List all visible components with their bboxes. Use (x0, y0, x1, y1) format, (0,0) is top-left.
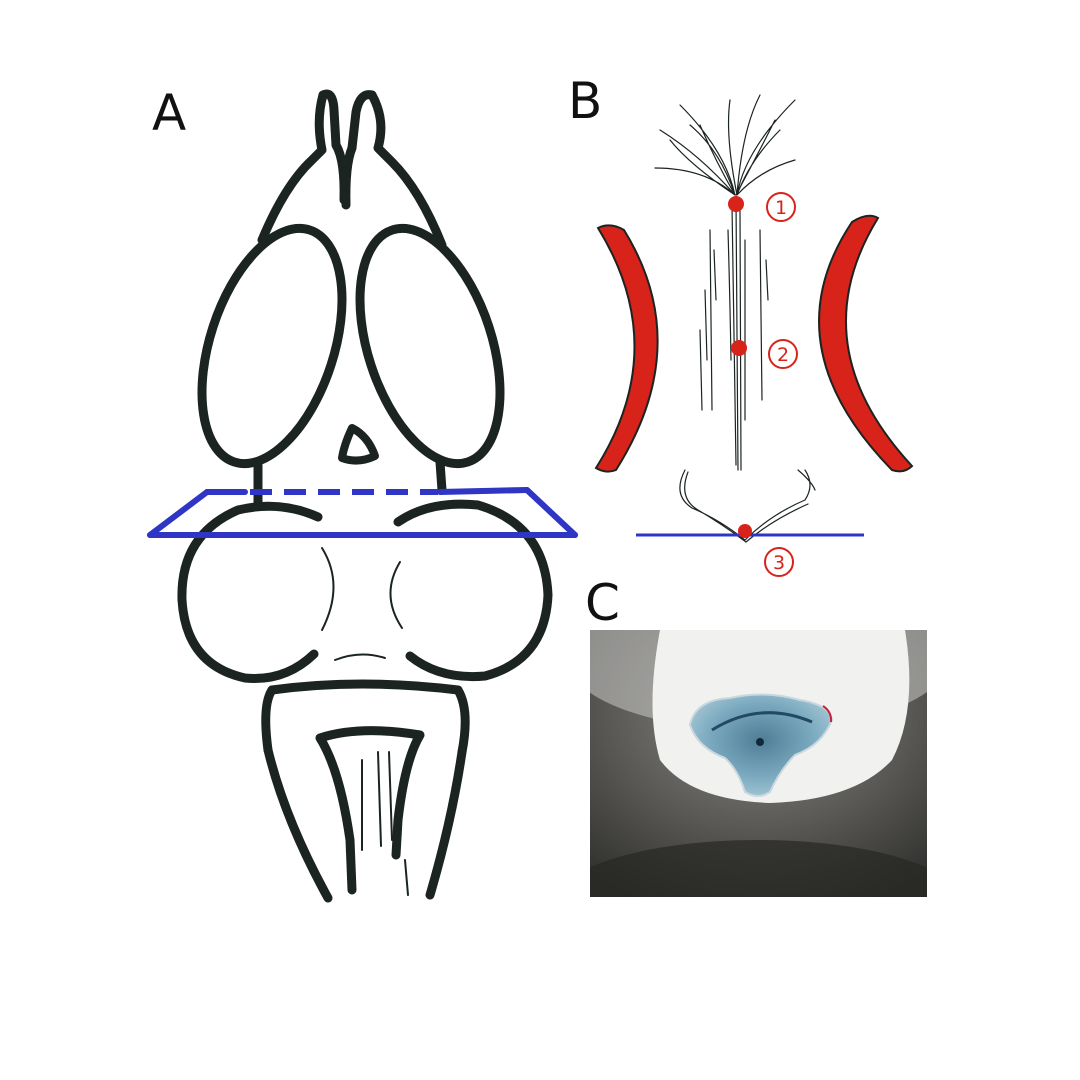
cut-plane-back-edge-visible-right (437, 487, 530, 495)
optic-tectum-left (177, 501, 323, 683)
hindbrain-left (263, 745, 333, 903)
tectum-posterior-commissure (334, 653, 386, 661)
section-photo (590, 630, 927, 897)
optic-tectum-right (393, 499, 553, 682)
brain-dorsal-drawing (177, 89, 553, 903)
cut-plane-right-edge (524, 487, 578, 538)
olfactory-inner-right (341, 143, 357, 210)
marker-3-badge (764, 547, 794, 577)
cut-plane-left-edge (147, 489, 210, 538)
marker-2-dot (731, 340, 747, 356)
marker-3: 3 (738, 524, 794, 577)
tectum-highlight-left (594, 224, 659, 473)
hemisphere-left (197, 223, 347, 469)
marker-1-badge (766, 192, 796, 222)
marker-2-label: 2 (777, 344, 789, 366)
posterior-outline (679, 469, 816, 543)
cerebellum-left-edge (261, 685, 277, 755)
section-ventricle-line (711, 711, 813, 732)
section-red-edge (822, 705, 833, 723)
panel-c: C (585, 574, 927, 897)
medulla-lobe (315, 726, 425, 895)
marker-3-label: 3 (773, 552, 785, 574)
marker-1: 1 (728, 192, 796, 222)
panel-a-letter: A (152, 84, 186, 142)
midline-sketch (727, 199, 746, 471)
panel-b: B 1 2 3 (568, 72, 914, 577)
hemisphere-right (355, 223, 505, 469)
marker-1-label: 1 (775, 197, 787, 219)
panel-b-letter: B (568, 72, 602, 130)
nerve-fan (654, 94, 796, 196)
tectum-highlight-right (818, 214, 914, 473)
hindbrain-right (425, 747, 467, 900)
tectum-inner-left (321, 547, 335, 631)
medulla-striations (361, 751, 409, 896)
marker-2-badge (768, 339, 798, 369)
cut-plane (147, 487, 578, 538)
cerebellum (267, 679, 470, 757)
olfactory-midline (318, 89, 377, 153)
marker-3-dot (738, 524, 752, 538)
diencephalon-right-wall (435, 457, 447, 495)
sketch-lines (654, 94, 816, 543)
marker-2: 2 (731, 339, 798, 369)
section-central-canal (756, 738, 764, 746)
olfactory-tract-right (367, 90, 447, 250)
pineal-body (338, 424, 379, 465)
marker-1-dot (728, 196, 744, 212)
well-rim-shadow (590, 840, 927, 897)
side-sketch-lines (699, 229, 769, 411)
olfactory-tract-left (257, 90, 328, 245)
tectum-inner-right (389, 561, 403, 629)
panel-a: A (147, 84, 578, 903)
panel-c-letter: C (585, 574, 620, 632)
